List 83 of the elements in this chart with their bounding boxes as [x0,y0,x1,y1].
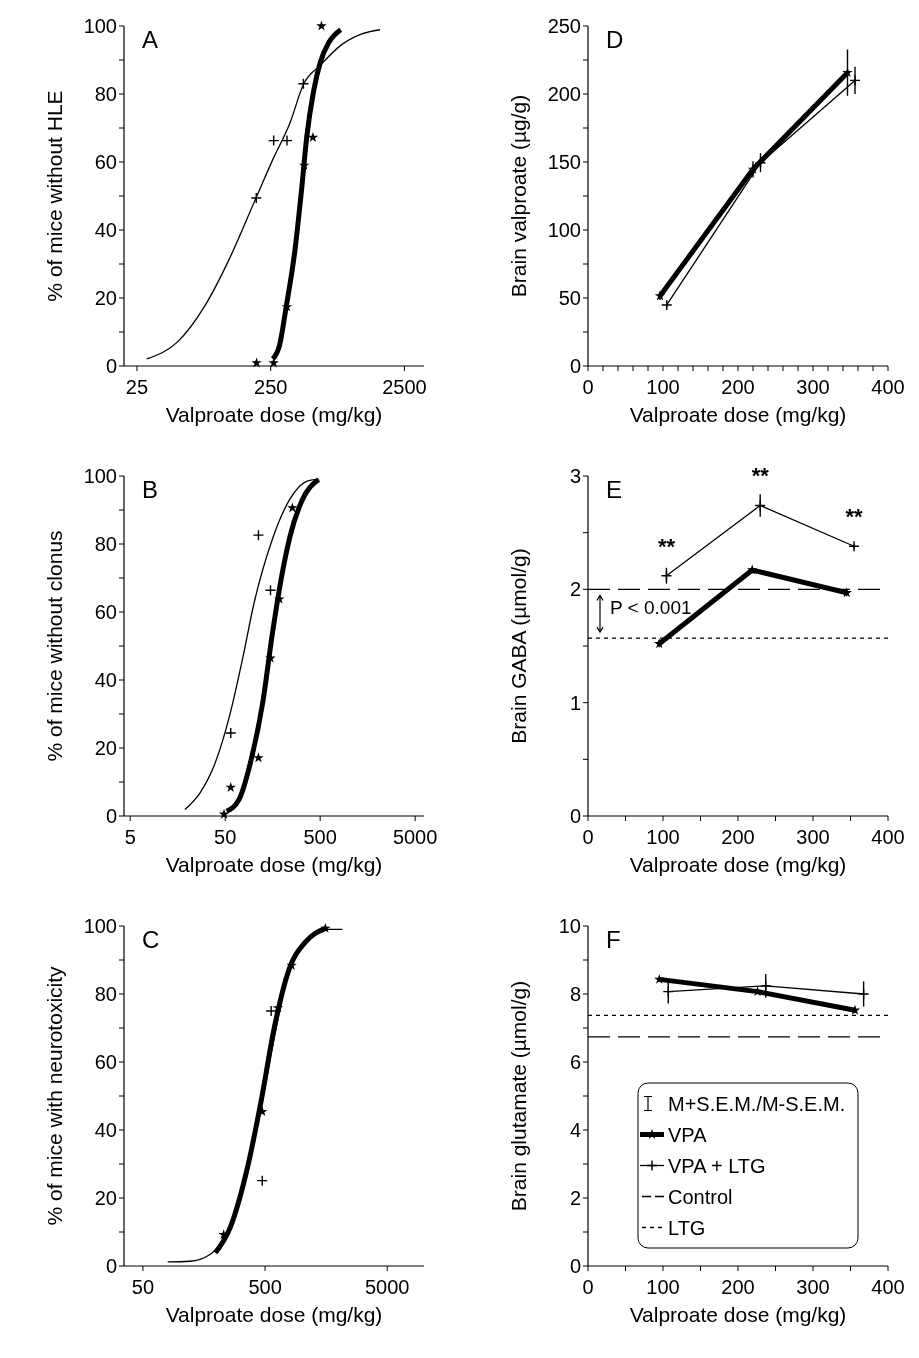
x-tick-label: 300 [796,826,830,848]
y-tick-label: 0 [569,805,581,827]
y-tick-label: 0 [569,355,581,377]
chart-title: F [606,926,621,953]
y-tick-label: 80 [94,983,117,1005]
x-tick-label: 400 [871,826,905,848]
x-tick-label: 300 [796,376,830,398]
x-tick-label: 400 [871,1276,905,1298]
y-tick-label: 40 [94,669,117,691]
annotation: ** [845,504,864,530]
annotation: ** [657,533,676,559]
annotation: P < 0.001 [610,597,692,619]
y-axis-title: Brain GABA (µmol/g) [507,548,530,744]
y-tick-label: 40 [94,219,117,241]
annotation: ** [751,463,770,489]
y-tick-label: 2 [569,578,581,601]
x-tick-label: 25 [125,376,149,398]
y-tick-label: 20 [94,1187,117,1209]
legend-label: VPA [668,1123,708,1146]
y-tick-label: 8 [569,983,581,1005]
y-axis-title: % of mice without HLE [43,90,66,302]
chart-title: D [606,26,624,53]
y-tick-label: 60 [94,1051,117,1073]
chart-title: A [142,26,159,53]
y-tick-label: 0 [105,805,117,827]
y-tick-label: 100 [547,219,581,241]
y-tick-label: 100 [83,15,117,37]
x-tick-label: 200 [721,826,755,848]
x-axis-title: Valproate dose (mg/kg) [629,403,847,426]
x-tick-label: 200 [721,1276,755,1298]
y-tick-label: 60 [94,601,117,623]
x-tick-label: 500 [248,1276,282,1298]
legend-label: VPA + LTG [668,1154,766,1177]
y-tick-label: 0 [105,1255,117,1277]
x-tick-label: 100 [646,1276,680,1298]
y-tick-label: 4 [569,1119,581,1141]
x-tick-label: 50 [214,826,237,848]
y-tick-label: 100 [83,465,117,487]
annotation: M+S.E.M./M-S.E.M. [668,1092,846,1115]
legend-label: Control [668,1185,733,1208]
y-tick-label: 3 [569,465,581,487]
y-tick-label: 200 [547,83,581,105]
y-tick-label: 0 [569,1255,581,1277]
x-tick-label: 200 [721,376,755,398]
x-tick-label: 400 [871,376,905,398]
y-tick-label: 150 [547,151,581,173]
chart-title: B [142,476,159,503]
x-axis-title: Valproate dose (mg/kg) [629,853,847,876]
y-tick-label: 0 [105,355,117,377]
x-tick-label: 100 [646,826,680,848]
x-axis-title: Valproate dose (mg/kg) [165,403,383,426]
x-tick-label: 300 [796,1276,830,1298]
y-tick-label: 60 [94,151,117,173]
y-tick-label: 1 [569,691,581,714]
y-tick-label: 10 [558,915,581,937]
x-axis-title: Valproate dose (mg/kg) [629,1303,847,1326]
chart-title: C [142,926,160,953]
y-tick-label: 250 [547,15,581,37]
x-tick-label: 250 [254,376,288,398]
y-tick-label: 80 [94,533,117,555]
x-tick-label: 5000 [364,1276,410,1298]
x-tick-label: 500 [303,826,337,848]
x-axis-title: Valproate dose (mg/kg) [165,853,383,876]
y-tick-label: 40 [94,1119,117,1141]
y-tick-label: 2 [569,1187,581,1209]
y-axis-title: % of mice without clonus [43,530,66,762]
x-axis-title: Valproate dose (mg/kg) [165,1303,383,1326]
x-tick-label: 5 [124,826,136,848]
x-tick-label: 2500 [382,376,427,398]
y-tick-label: 20 [94,287,117,309]
y-axis-title: % of mice with neurotoxicity [43,965,66,1226]
y-tick-label: 100 [83,915,117,937]
y-tick-label: 50 [558,287,581,309]
y-axis-title: Brain valproate (µg/g) [507,94,530,298]
chart-title: E [606,476,623,503]
x-tick-label: 50 [131,1276,155,1298]
y-axis-title: Brain glutamate (µmol/g) [507,980,530,1212]
y-tick-label: 20 [94,737,117,759]
y-tick-label: 80 [94,83,117,105]
y-tick-label: 6 [569,1051,581,1073]
x-tick-label: 5000 [392,826,438,848]
x-tick-label: 100 [646,376,680,398]
legend-label: LTG [668,1216,706,1239]
